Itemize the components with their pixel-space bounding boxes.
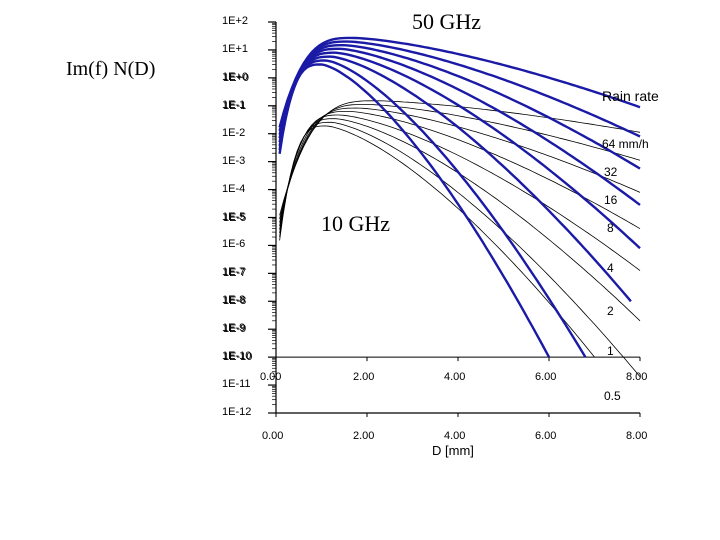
group-label-50ghz: 50 GHz [412, 9, 482, 34]
x-overlay-tick-label: 8.00 [626, 371, 648, 384]
legend-entry: 32 [604, 165, 618, 179]
x-overlay-tick-label: 4.00 [444, 371, 466, 384]
series-line [278, 63, 551, 358]
x-tick-label: 6.00 [535, 430, 557, 442]
legend-entry: 0.5 [604, 389, 621, 403]
y-axis-label: Im(f) N(D) [66, 58, 156, 80]
y-overlay-tick-label: 1E-10 [223, 351, 253, 364]
series-line [279, 114, 641, 271]
x-overlay-tick-label: 6.00 [535, 371, 557, 384]
y-tick-label: 1E+1 [222, 42, 248, 55]
y-tick-label: 1E-8 [222, 294, 246, 307]
group-label-10ghz: 10 GHz [321, 211, 391, 236]
y-overlay-tick-label: 1E-1 [223, 99, 247, 112]
legend-entry: 4 [607, 261, 614, 275]
y-tick-label: 1E-2 [222, 126, 246, 139]
y-tick-label: 1E-9 [222, 322, 246, 335]
x-tick-label: 8.00 [626, 430, 648, 442]
legend-entry: 8 [607, 221, 614, 235]
y-tick-label: 1E-10 [222, 350, 252, 363]
legend-entry: 16 [604, 193, 618, 207]
y-tick-label: 1E-1 [222, 98, 246, 111]
y-tick-label: 1E+2 [222, 15, 248, 27]
y-overlay-tick-label: 1E-7 [223, 267, 247, 280]
legend-entry: 1 [607, 344, 614, 358]
x-tick-label: 4.00 [444, 430, 466, 442]
series-line [278, 51, 641, 250]
x-tick-label: 2.00 [353, 430, 375, 442]
legend-entry: 64 mm/h [602, 137, 649, 151]
y-overlay-tick-label: 1E+0 [223, 71, 249, 84]
y-tick-label: 1E-4 [222, 182, 246, 195]
x-tick-label: 0.00 [262, 430, 284, 442]
y-tick-label: 1E+0 [222, 70, 248, 83]
series-line [278, 59, 587, 358]
series-line [278, 55, 632, 303]
series-line [279, 121, 641, 377]
x-overlay-tick-label: 2.00 [353, 371, 375, 384]
legend-entry: 2 [607, 304, 614, 318]
series-line [278, 36, 641, 128]
y-overlay-tick-label: 1E-5 [223, 211, 247, 224]
y-tick-label: 1E-12 [222, 406, 252, 418]
y-tick-label: 1E-11 [222, 378, 251, 391]
y-overlay-tick-label: 1E-8 [223, 295, 247, 308]
y-tick-label: 1E-7 [222, 266, 246, 279]
y-overlay-tick-label: 1E-9 [223, 323, 247, 336]
x-axis-label: D [mm] [432, 443, 474, 458]
y-tick-label: 1E-3 [222, 154, 246, 167]
series-line [278, 44, 641, 170]
y-tick-label: 1E-5 [222, 210, 246, 223]
series-line [279, 104, 641, 219]
y-tick-label: 1E-6 [222, 238, 246, 251]
series-line [278, 47, 641, 206]
legend-title: Rain rate [602, 88, 659, 104]
series-line [279, 125, 595, 358]
series-line [278, 40, 641, 138]
x-overlay-tick-label: 0.00 [260, 371, 282, 384]
